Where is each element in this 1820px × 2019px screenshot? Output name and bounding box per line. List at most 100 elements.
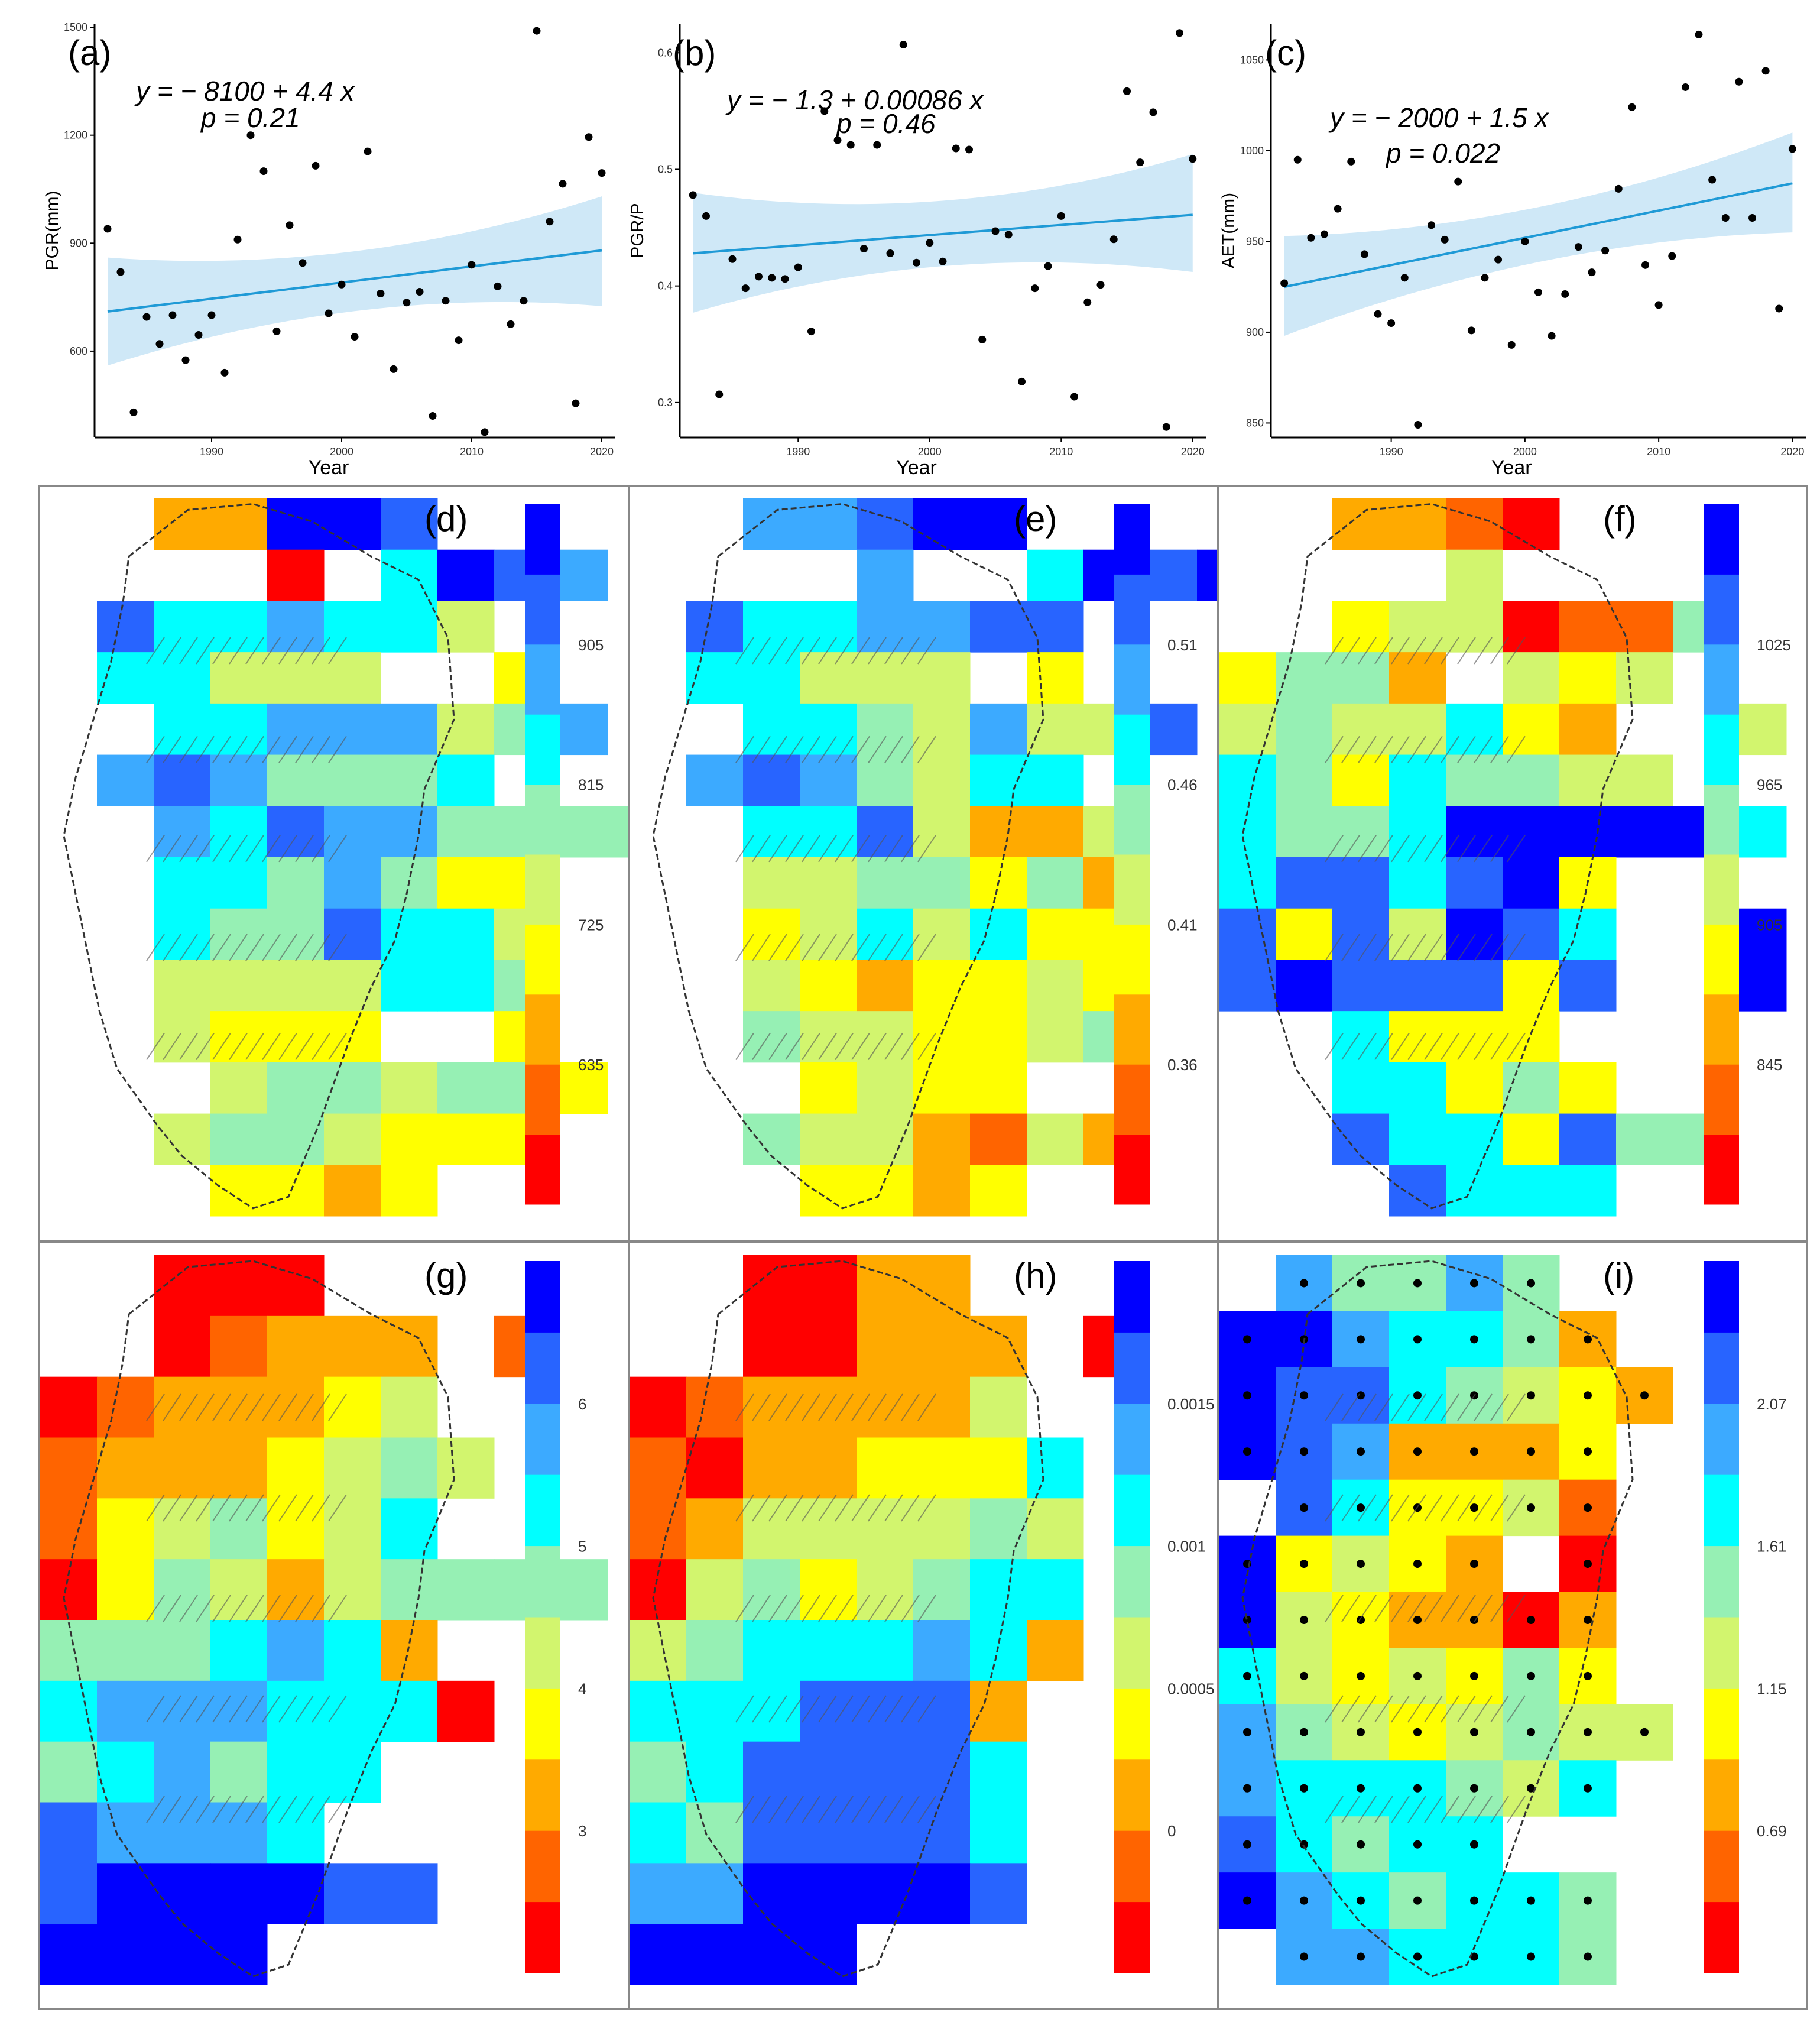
data-point xyxy=(520,297,528,305)
color-bar-segment xyxy=(525,784,560,855)
hatch-stroke xyxy=(262,637,281,665)
hatch-stroke xyxy=(768,1695,787,1723)
color-bar-label: 0.001 xyxy=(1167,1538,1206,1555)
hatch-stroke xyxy=(835,637,854,665)
heatmap-cell xyxy=(800,1498,857,1560)
heatmap-cell xyxy=(324,1113,381,1165)
hatch-stroke xyxy=(735,1796,754,1823)
hatch-stroke xyxy=(1507,1695,1526,1723)
heatmap-cell xyxy=(630,1559,687,1621)
heatmap-cell xyxy=(1389,960,1446,1012)
hatch-stroke xyxy=(1341,1695,1360,1723)
panel-label: (e) xyxy=(1014,499,1057,539)
heatmap-cell xyxy=(743,1113,800,1165)
hatch-stroke xyxy=(884,735,903,763)
heatmap-cell xyxy=(97,1498,154,1560)
hatch-stroke xyxy=(146,1032,165,1061)
heatmap-cell xyxy=(1389,652,1446,704)
significance-dot xyxy=(1300,1279,1308,1288)
color-bar-segment xyxy=(525,1759,560,1831)
x-tick-label: 2020 xyxy=(1181,446,1205,458)
significance-dot xyxy=(1584,1728,1592,1736)
map-panel-i: 0.69 1.15 1.61 2.07 (i) xyxy=(1217,1242,1808,2010)
hatch-stroke xyxy=(1457,1393,1476,1421)
hatch-stroke xyxy=(146,1796,165,1823)
heatmap-cell xyxy=(381,1113,438,1165)
heatmap-cell xyxy=(1276,754,1333,806)
color-bar-label: 0.69 xyxy=(1757,1822,1787,1840)
hatch-stroke xyxy=(179,1595,198,1622)
hatch-stroke xyxy=(1424,1032,1443,1061)
heatmap-cell xyxy=(970,960,1027,1012)
heatmap-cell xyxy=(857,652,914,704)
significance-dot xyxy=(1470,1896,1478,1905)
heatmap-cell xyxy=(913,498,971,550)
hatch-stroke xyxy=(884,934,903,961)
heatmap-cell xyxy=(800,1863,857,1924)
heatmap-cell xyxy=(324,652,381,704)
heatmap-cell xyxy=(1332,1113,1390,1165)
hatch-stroke xyxy=(1374,1494,1393,1522)
hatch-stroke xyxy=(1358,735,1377,763)
heatmap-cell xyxy=(686,1802,744,1864)
heatmap-cell xyxy=(210,601,268,653)
significance-dot xyxy=(1413,1391,1422,1400)
basin-boundary xyxy=(652,1260,1044,1978)
heatmap-cell xyxy=(1446,806,1503,858)
y-tick-label: 1200 xyxy=(64,129,87,141)
data-point xyxy=(442,297,450,305)
heatmap-cell xyxy=(154,1315,211,1378)
hatch-stroke xyxy=(179,1695,198,1723)
hatch-stroke xyxy=(1424,835,1443,863)
data-point xyxy=(494,282,502,290)
heatmap-cell xyxy=(154,1113,211,1165)
heatmap-cell xyxy=(97,1741,154,1803)
data-point xyxy=(1507,341,1516,349)
heatmap-cell xyxy=(800,960,857,1012)
heatmap-cell xyxy=(154,1620,211,1681)
hatch-stroke xyxy=(1441,934,1459,961)
hatch-stroke xyxy=(1474,1595,1493,1622)
heatmap-cell xyxy=(1332,1011,1390,1063)
color-bar-segment xyxy=(1704,1134,1739,1205)
data-point xyxy=(1109,235,1118,244)
heatmap-cell xyxy=(970,1802,1027,1864)
hatch-stroke xyxy=(278,835,297,863)
significance-dot xyxy=(1357,1728,1365,1736)
color-bar-segment xyxy=(525,574,560,645)
heatmap-cell xyxy=(267,1437,325,1499)
hatch-stroke xyxy=(163,1393,181,1421)
x-axis-label: Year xyxy=(896,456,937,476)
data-point xyxy=(546,218,554,226)
hatch-stroke xyxy=(212,1032,231,1061)
heatmap-cell xyxy=(210,1165,268,1217)
data-point xyxy=(820,107,829,115)
hatch-stroke xyxy=(785,637,804,665)
significance-dot xyxy=(1357,1840,1365,1849)
heatmap-cell xyxy=(913,908,971,960)
data-point xyxy=(899,40,907,48)
hatch-stroke xyxy=(229,1032,248,1061)
heatmap-cell xyxy=(154,1863,211,1924)
heatmap-cell xyxy=(857,1620,914,1681)
heatmap-cell xyxy=(40,1620,98,1681)
hatch-stroke xyxy=(835,934,854,961)
heatmap-cell xyxy=(743,703,800,756)
heatmap-cell xyxy=(97,754,154,806)
heatmap-cell xyxy=(913,960,971,1012)
color-bar-label: 6 xyxy=(578,1395,586,1413)
hatch-stroke xyxy=(328,835,347,863)
color-bar-label: 0.46 xyxy=(1167,776,1198,794)
hatch-stroke xyxy=(1474,637,1493,665)
color-bar-segment xyxy=(1704,784,1739,855)
y-tick-label: 0.4 xyxy=(658,280,673,292)
hatch-stroke xyxy=(1441,1595,1459,1622)
heatmap-cells xyxy=(1219,1255,1673,1985)
heatmap-cell xyxy=(210,703,268,756)
y-axis-label: PGR(mm) xyxy=(43,191,62,271)
p-value-label: p = 0.022 xyxy=(1385,138,1500,168)
panel-label: (g) xyxy=(424,1256,468,1295)
significance-dot xyxy=(1584,1616,1592,1624)
heatmap-cell xyxy=(857,960,914,1012)
heatmap-cell xyxy=(1389,1113,1446,1165)
